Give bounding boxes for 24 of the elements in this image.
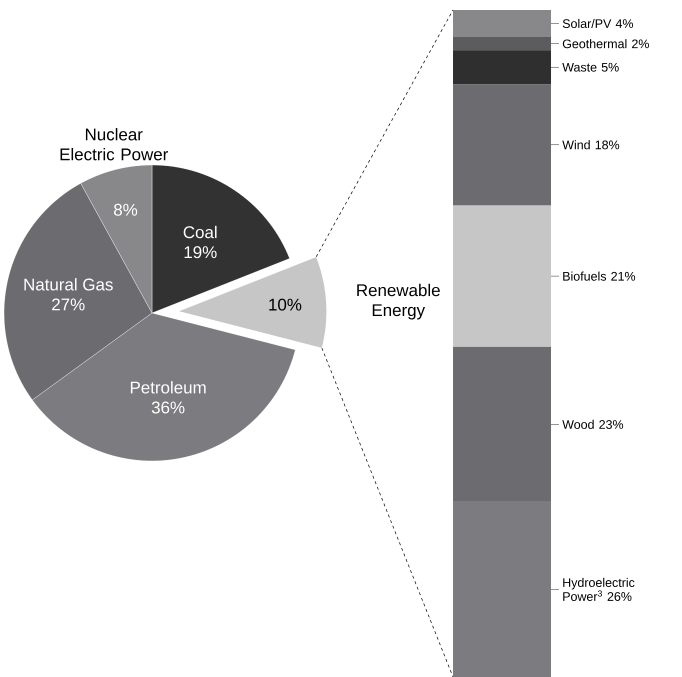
data-label: Waste 5%: [562, 62, 619, 72]
data-label: Wind 18%: [562, 140, 620, 150]
data-label: Wood 23%: [562, 420, 624, 429]
slice-label: Coal: [184, 226, 217, 238]
slice-label: Renewable Energy: [357, 284, 440, 320]
bar: [453, 84, 552, 206]
bar: [453, 205, 552, 347]
bar: [453, 10, 552, 37]
data-label: Geothermal 2%: [562, 39, 649, 48]
data-label: Biofuels 21%: [563, 272, 636, 281]
data-label: 27%: [52, 298, 85, 310]
data-label: Hydroelectric Power$^{3}$ 26%: [563, 578, 635, 601]
data-label: 8%: [114, 204, 138, 216]
bar: [453, 36, 552, 50]
data-label: 19%: [184, 246, 217, 258]
bar: [453, 50, 552, 84]
data-label: 36%: [152, 401, 184, 414]
slice-label: Petroleum: [130, 381, 206, 394]
slice-label: Natural Gas: [24, 278, 113, 291]
data-label: Solar/PV 4%: [562, 18, 634, 28]
slice-label: Nuclear Electric Power: [60, 128, 168, 160]
data-label: 10%: [269, 298, 302, 311]
bar: [453, 346, 552, 502]
bar: [453, 502, 552, 677]
